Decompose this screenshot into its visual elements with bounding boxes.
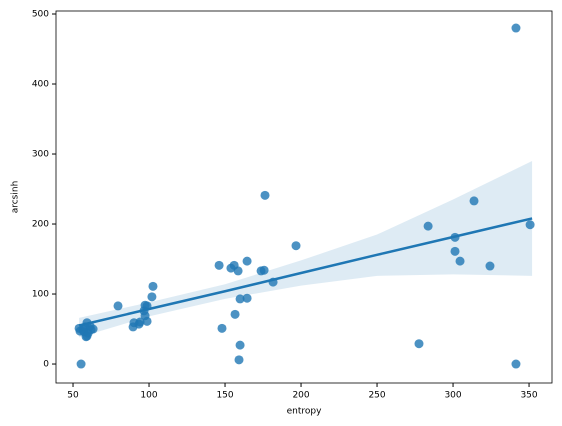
point <box>511 23 521 33</box>
x-tick-label: 150 <box>216 391 233 401</box>
point <box>217 323 227 333</box>
point <box>423 221 433 231</box>
x-tick-label: 300 <box>444 391 461 401</box>
y-tick-label: 100 <box>32 290 49 300</box>
point <box>525 220 535 230</box>
point <box>259 265 269 275</box>
x-axis-label: entropy <box>287 407 322 417</box>
confidence-band <box>79 161 533 338</box>
point <box>113 301 123 311</box>
y-tick-label: 200 <box>32 220 49 230</box>
point <box>414 339 424 349</box>
x-tick-label: 50 <box>67 391 79 401</box>
point <box>242 293 252 303</box>
point <box>235 294 245 304</box>
point <box>233 266 243 276</box>
point <box>455 256 465 266</box>
point <box>226 263 236 273</box>
regression-line <box>78 217 533 327</box>
point <box>260 190 270 200</box>
point <box>485 261 495 271</box>
point <box>469 196 479 206</box>
point <box>134 319 144 329</box>
point <box>82 331 92 341</box>
y-axis-label: arcsinh <box>11 181 21 214</box>
point <box>511 359 521 369</box>
y-tick-label: 0 <box>43 360 49 370</box>
point <box>214 260 224 270</box>
point <box>291 241 301 251</box>
point <box>147 292 157 302</box>
x-tick-label: 200 <box>292 391 309 401</box>
x-tick-label: 100 <box>140 391 157 401</box>
y-tick-label: 400 <box>32 80 49 90</box>
x-tick-label: 350 <box>520 391 537 401</box>
y-tick-label: 300 <box>32 150 49 160</box>
point <box>230 309 240 319</box>
point <box>142 316 152 326</box>
point <box>148 281 158 291</box>
point <box>234 355 244 365</box>
y-tick-label: 500 <box>32 10 49 20</box>
point <box>450 246 460 256</box>
x-tick-label: 250 <box>368 391 385 401</box>
point <box>76 359 86 369</box>
point <box>235 340 245 350</box>
axes-frame <box>55 10 553 384</box>
point <box>242 256 252 266</box>
